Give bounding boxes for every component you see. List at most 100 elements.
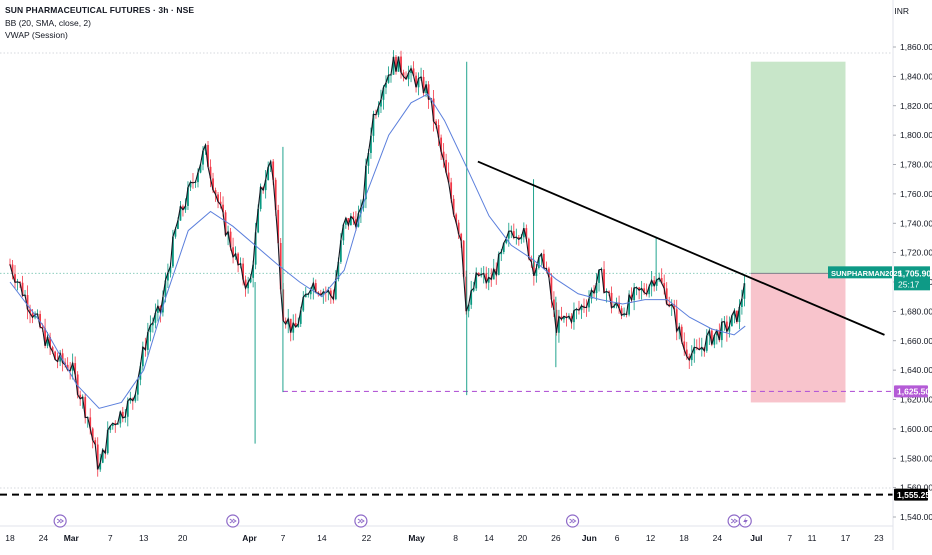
candle-body xyxy=(575,309,578,311)
indicator-bollinger-label[interactable]: BB (20, SMA, close, 2) xyxy=(5,18,91,28)
candle-body xyxy=(164,280,167,298)
candle-body xyxy=(314,283,317,293)
candle-body xyxy=(337,261,340,280)
candle-body xyxy=(477,272,480,276)
candle-body xyxy=(274,179,277,210)
candle-body xyxy=(59,353,62,362)
candle-body xyxy=(520,237,523,240)
candle-body xyxy=(387,75,390,83)
candle-body xyxy=(29,309,31,314)
candle-body xyxy=(415,75,417,88)
price-axis-label: 1,740.00 xyxy=(900,218,932,228)
support-price-tag-bg xyxy=(894,385,928,398)
candle-body xyxy=(537,257,540,269)
candle-body xyxy=(440,137,443,152)
candle-body xyxy=(339,240,342,262)
candle-body xyxy=(11,264,14,275)
candle-body xyxy=(710,330,713,345)
candle-body xyxy=(279,242,282,290)
candle-body xyxy=(608,291,610,293)
candle-body xyxy=(177,220,179,229)
candle-body xyxy=(442,151,445,160)
candle-body xyxy=(435,121,438,126)
candle-body xyxy=(139,366,142,380)
price-axis-label: 1,600.00 xyxy=(900,424,932,434)
candle-body xyxy=(457,222,460,234)
candle-body xyxy=(720,322,723,341)
candle-body xyxy=(89,417,92,429)
candle-body xyxy=(422,76,425,94)
candle-body xyxy=(648,286,651,295)
candle-body xyxy=(590,290,593,299)
time-axis-label: Apr xyxy=(242,533,257,543)
time-axis-label: 20 xyxy=(518,533,528,543)
candle-body xyxy=(427,84,430,100)
price-axis-label: 1,580.00 xyxy=(900,453,932,463)
candle-body xyxy=(299,310,302,324)
candle-body xyxy=(126,400,129,417)
lightning-glyph xyxy=(743,517,748,526)
candle-body xyxy=(289,318,292,333)
candle-body xyxy=(312,283,315,290)
candle-body xyxy=(392,56,395,75)
candle-body xyxy=(588,298,590,308)
candle-body xyxy=(96,444,99,470)
candle-body xyxy=(683,341,686,350)
candle-body xyxy=(111,423,114,427)
symbol-tag: SUNPHARMAN2025 xyxy=(831,269,902,278)
candle-body xyxy=(643,288,646,293)
candle-body xyxy=(61,353,64,363)
candle-body xyxy=(728,326,731,332)
time-axis-label: Jun xyxy=(582,533,597,543)
time-axis-label: 12 xyxy=(646,533,656,543)
candle-body xyxy=(197,172,199,183)
time-axis-label: Jul xyxy=(750,533,762,543)
currency-label[interactable]: INR xyxy=(894,6,909,16)
candle-body xyxy=(277,209,280,243)
candle-body xyxy=(272,161,275,180)
candle-body xyxy=(633,287,636,301)
candle-body xyxy=(41,326,44,329)
candle-body xyxy=(665,288,668,304)
candle-body xyxy=(254,232,257,265)
price-axis-label: 1,560.00 xyxy=(900,483,932,493)
candle-body xyxy=(31,313,34,318)
candle-body xyxy=(14,274,16,283)
time-axis-label: May xyxy=(408,533,425,543)
candle-body xyxy=(397,56,400,72)
candle-body xyxy=(688,356,691,361)
candle-body xyxy=(167,272,169,281)
indicator-vwap-label[interactable]: VWAP (Session) xyxy=(5,30,68,40)
candle-body xyxy=(319,293,322,296)
time-axis-label: 11 xyxy=(808,533,817,543)
target-zone xyxy=(750,61,846,274)
candle-body xyxy=(129,398,132,401)
candle-body xyxy=(202,150,204,165)
candle-body xyxy=(507,231,510,239)
candle-body xyxy=(598,269,600,283)
time-axis-label: 24 xyxy=(39,533,49,543)
candle-body xyxy=(212,178,214,191)
candle-body xyxy=(304,294,307,298)
candle-body xyxy=(605,291,608,293)
time-axis-label: 18 xyxy=(5,533,15,543)
price-axis-label: 1,860.00 xyxy=(900,42,932,52)
candle-body xyxy=(655,280,658,286)
bollinger-basis-line xyxy=(9,93,746,409)
candle-body xyxy=(114,423,117,425)
price-axis-label: 1,680.00 xyxy=(900,306,932,316)
candle-body xyxy=(377,106,380,115)
candle-body xyxy=(334,279,337,300)
candle-body xyxy=(217,194,219,202)
last-price-tag-bg xyxy=(894,266,930,291)
candle-body xyxy=(603,269,605,293)
candle-body xyxy=(284,320,287,325)
candle-body xyxy=(653,280,656,286)
double-chevron-glyph xyxy=(229,518,237,524)
candle-body xyxy=(497,254,500,275)
candle-body xyxy=(26,295,29,310)
candle-body xyxy=(174,228,177,237)
candle-body xyxy=(583,305,585,308)
